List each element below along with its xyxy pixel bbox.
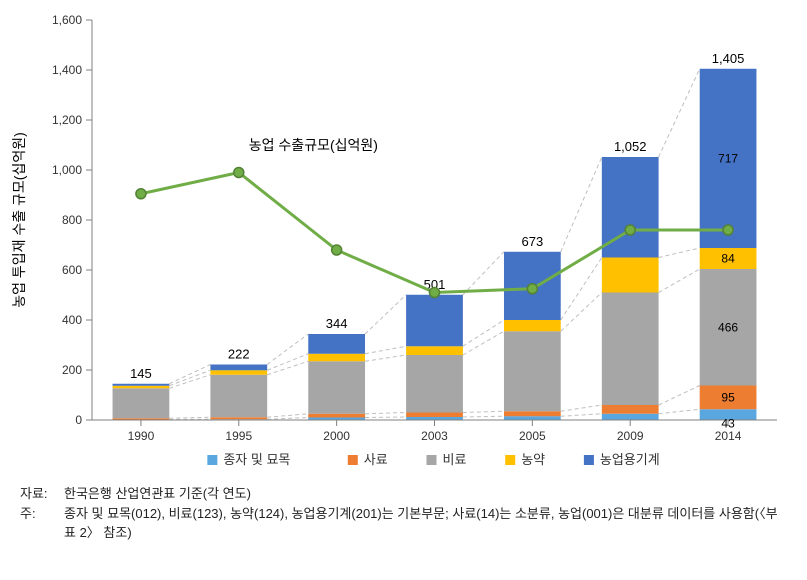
svg-text:2003: 2003 — [421, 429, 448, 443]
svg-text:200: 200 — [62, 363, 82, 377]
svg-text:비료: 비료 — [443, 452, 467, 467]
svg-text:1,052: 1,052 — [614, 139, 647, 154]
svg-text:1,405: 1,405 — [712, 51, 745, 66]
svg-text:종자 및 묘목: 종자 및 묘목 — [223, 452, 290, 467]
svg-text:1,200: 1,200 — [52, 113, 82, 127]
svg-text:2014: 2014 — [715, 429, 742, 443]
svg-text:1,600: 1,600 — [52, 13, 82, 27]
source-label: 자료: — [20, 484, 64, 504]
note-label: 주: — [20, 504, 64, 543]
svg-text:농업 수출규모(십억원): 농업 수출규모(십억원) — [249, 137, 378, 153]
svg-text:145: 145 — [130, 366, 152, 381]
svg-text:717: 717 — [718, 151, 738, 165]
svg-text:농업용기계: 농업용기계 — [600, 452, 660, 467]
svg-text:사료: 사료 — [364, 452, 388, 467]
svg-text:1990: 1990 — [128, 429, 155, 443]
svg-text:222: 222 — [228, 347, 250, 362]
note-text: 종자 및 묘목(012), 비료(123), 농약(124), 농업용기계(20… — [64, 504, 787, 543]
footnotes: 자료: 한국은행 산업연관표 기준(각 연도) 주: 종자 및 묘목(012),… — [0, 480, 807, 543]
svg-text:1,400: 1,400 — [52, 63, 82, 77]
svg-text:43: 43 — [721, 416, 735, 430]
svg-text:농약: 농약 — [521, 452, 545, 467]
svg-text:0: 0 — [75, 413, 82, 427]
svg-text:1995: 1995 — [225, 429, 252, 443]
svg-text:농업 투입재 수출 규모(십억원): 농업 투입재 수출 규모(십억원) — [11, 132, 27, 308]
svg-text:600: 600 — [62, 263, 82, 277]
svg-text:2000: 2000 — [323, 429, 350, 443]
bar-line-chart: 0 200 400 600 800 1,000 1,200 1,400 1,600 1990 199… — [0, 0, 807, 480]
svg-text:2005: 2005 — [519, 429, 546, 443]
svg-text:1,000: 1,000 — [52, 163, 82, 177]
source-text: 한국은행 산업연관표 기준(각 연도) — [64, 484, 787, 504]
svg-text:344: 344 — [326, 316, 348, 331]
svg-text:400: 400 — [62, 313, 82, 327]
svg-text:673: 673 — [522, 234, 544, 249]
chart-container: 0 200 400 600 800 1,000 1,200 1,400 1,600 1990 199… — [0, 0, 807, 580]
svg-text:84: 84 — [721, 252, 735, 266]
svg-text:800: 800 — [62, 213, 82, 227]
svg-text:2009: 2009 — [617, 429, 644, 443]
svg-text:466: 466 — [718, 320, 738, 334]
svg-text:95: 95 — [721, 390, 735, 404]
